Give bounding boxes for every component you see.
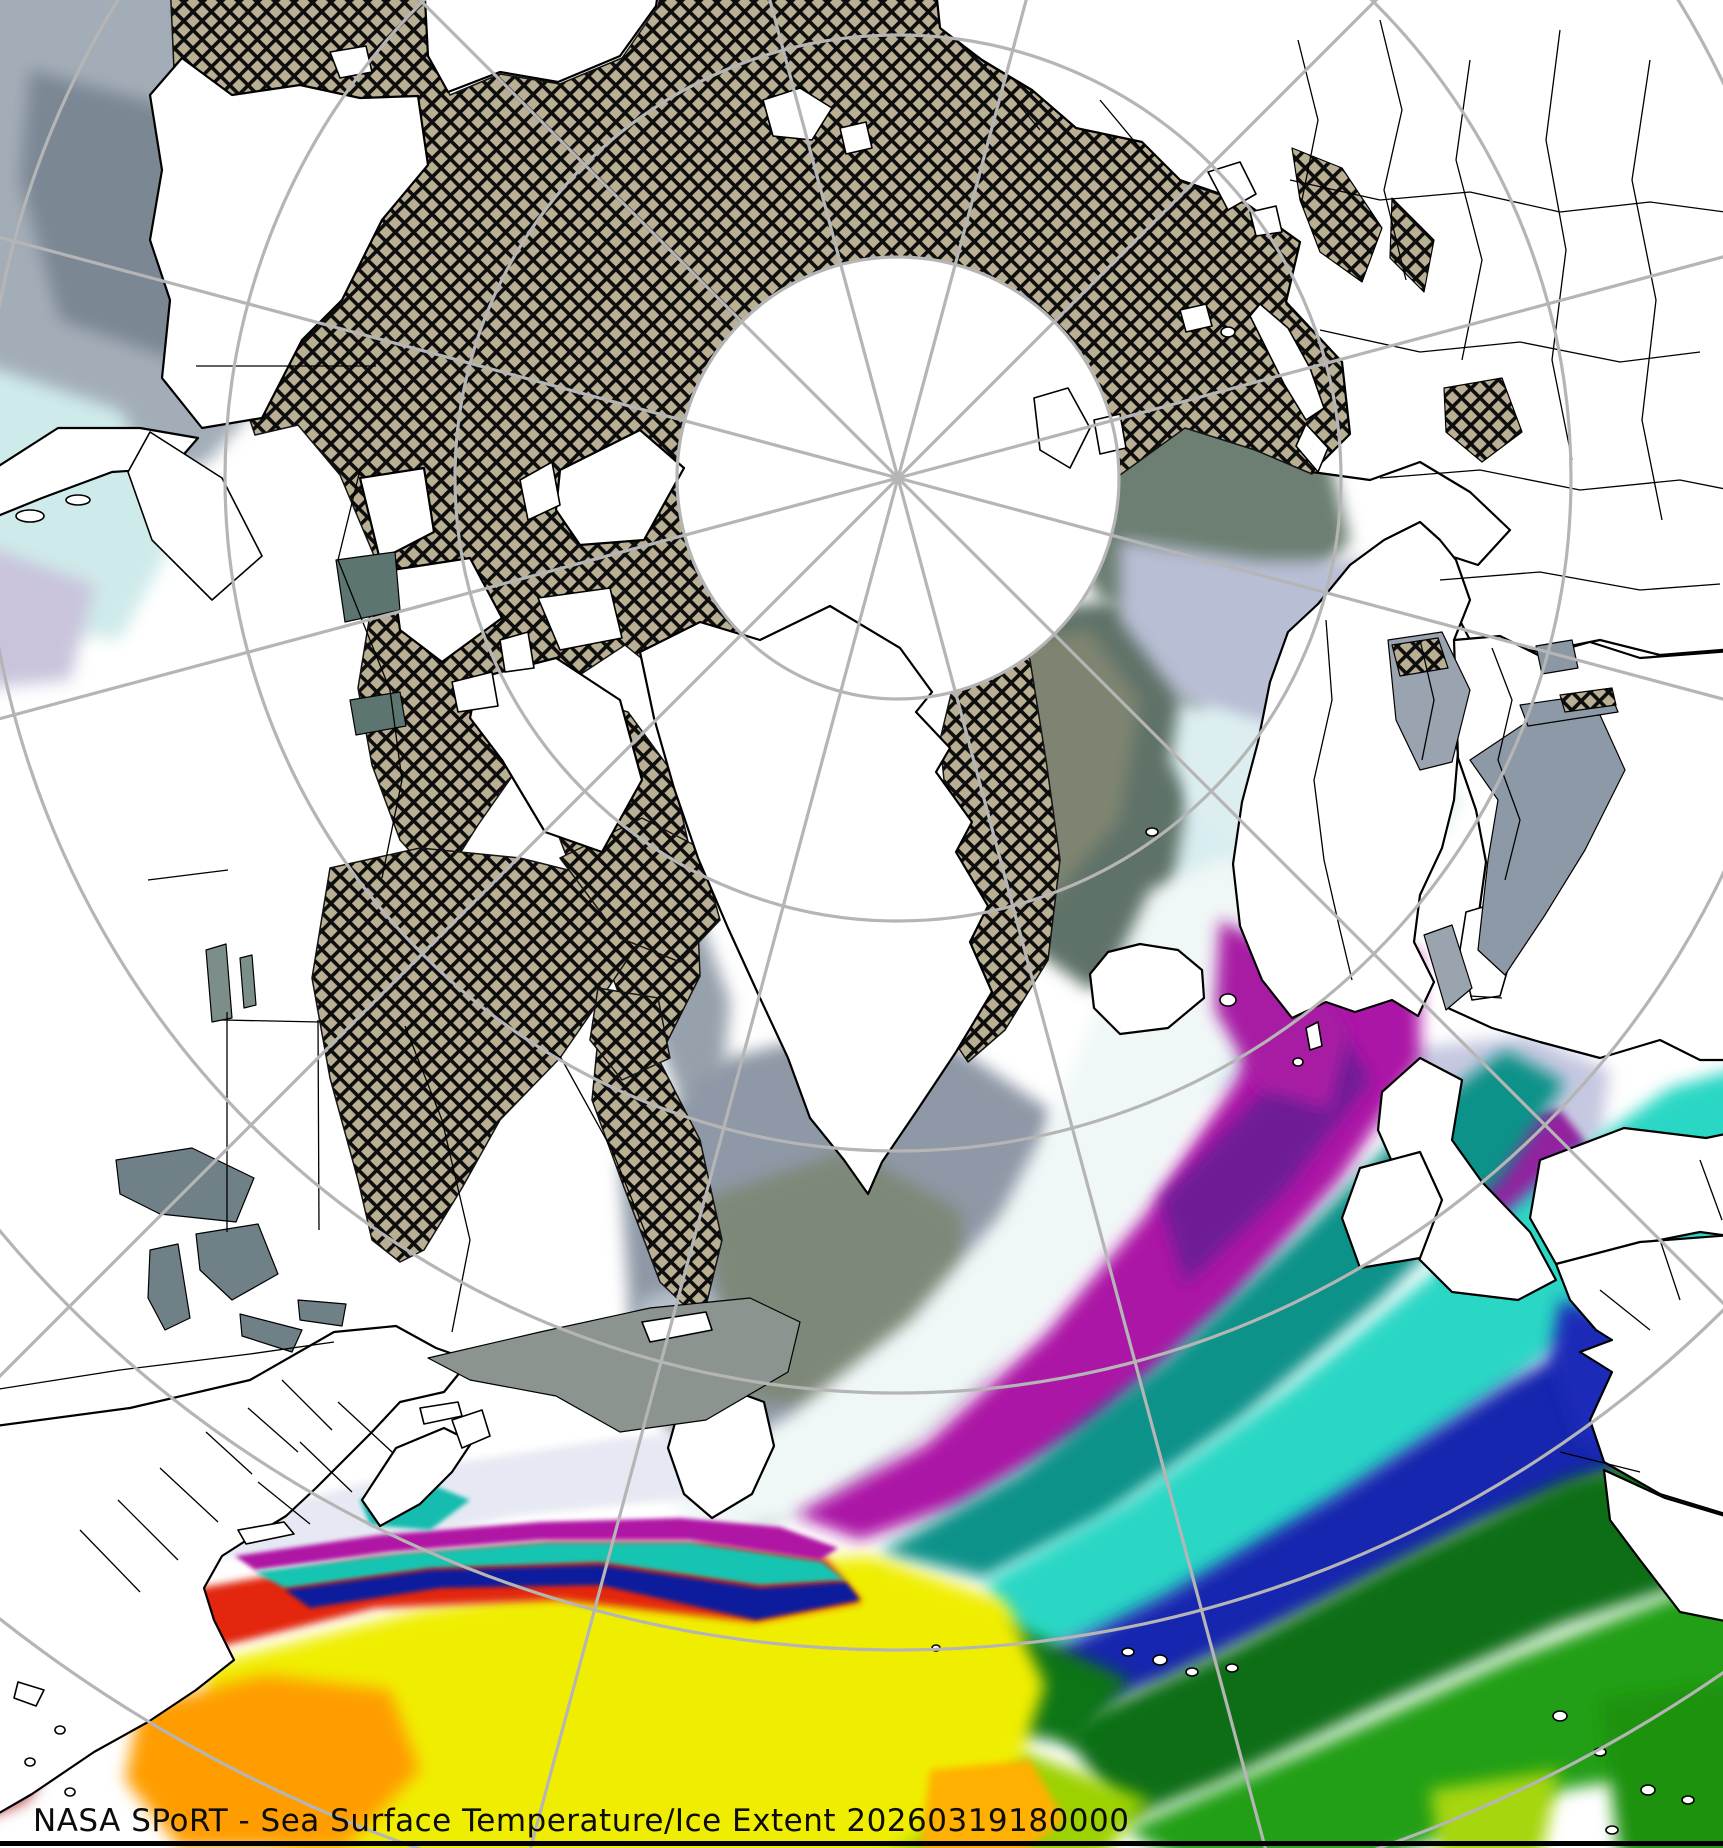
meridian [896, 477, 1267, 1848]
aleutian-island [65, 494, 91, 506]
jan-mayen [1145, 827, 1159, 837]
canary-islet [1640, 1784, 1656, 1796]
bahamas [13, 1681, 45, 1707]
orkney [1292, 1057, 1304, 1067]
caption-group: NASA SPoRT - Sea Surface Temperature/Ice… [0, 1803, 1723, 1846]
ellesmere-island [554, 428, 686, 547]
aleutian-island [15, 509, 45, 523]
lake-ladoga [1535, 639, 1579, 675]
ungava-bay-ice [589, 987, 671, 1081]
prince-of-wales-island [451, 671, 499, 713]
meridian [896, 476, 1723, 1306]
greenland [638, 604, 994, 1196]
novaya-zemlya-south [1295, 423, 1329, 473]
gulf-of-ob-ice [1291, 147, 1383, 283]
novaya-zemlya [1249, 303, 1325, 421]
lake-winnipegosis [239, 954, 257, 1009]
azores-islet [1185, 1667, 1199, 1677]
latitude-circle-60n [223, 0, 1573, 1153]
prince-edward-island [419, 1401, 463, 1425]
latitude-circle-80n [675, 255, 1121, 701]
latitude-circle-40n [0, 1228, 1723, 1652]
azores-islet [1152, 1654, 1168, 1666]
shetland [1305, 1021, 1323, 1051]
devon-island [537, 587, 623, 651]
faroe-islands [1219, 993, 1237, 1007]
bahamas-islet [24, 1757, 36, 1767]
bahamas-islet [54, 1725, 66, 1735]
meridian [417, 0, 900, 480]
lakes-inner-seas [115, 147, 1626, 1433]
anticosti-island [641, 1311, 713, 1343]
lake-ontario [297, 1299, 347, 1327]
bothnia-ice [1391, 637, 1449, 677]
victoria-island [390, 556, 504, 664]
latitude-circle-70n [453, 33, 1343, 923]
azores-islet [1225, 1663, 1239, 1673]
iceland [1088, 942, 1206, 1036]
meridian [0, 476, 900, 1379]
severnaya-zemlya-south [1249, 205, 1283, 237]
franz-josef-islet [1220, 326, 1236, 338]
meridian [896, 0, 1379, 480]
lake-superior [115, 1147, 255, 1223]
azores-islet [1121, 1647, 1135, 1657]
lake-winnipeg [205, 943, 233, 1023]
cape-breton [451, 1409, 491, 1449]
lake-michigan [147, 1243, 191, 1331]
caption: NASA SPoRT - Sea Surface Temperature/Ice… [33, 1803, 1129, 1839]
france [1554, 1234, 1723, 1515]
meridian [897, 255, 1723, 480]
white-sea-ice [1443, 377, 1523, 463]
banks-island [358, 466, 436, 562]
lake-huron [195, 1223, 279, 1301]
long-island [237, 1521, 295, 1545]
meridian [768, 0, 900, 479]
bahamas-islet [64, 1787, 76, 1797]
meridian [0, 235, 899, 480]
hudson-bay-ice [311, 847, 643, 1263]
bottom-frame-line [0, 1841, 1723, 1846]
foxe-basin-ice [559, 817, 721, 963]
meridian [529, 477, 900, 1848]
iberia [1602, 1468, 1723, 1622]
lake-erie [239, 1313, 303, 1353]
franz-josef-land [1179, 303, 1213, 333]
new-siberian-islet [839, 121, 873, 155]
somerset-island [499, 631, 535, 673]
nova-scotia [360, 1426, 474, 1528]
meridian [896, 0, 1028, 479]
meridian [0, 476, 899, 721]
axel-heiberg-island [519, 461, 561, 521]
new-england-maritimes [0, 1324, 472, 1814]
admin-borders [0, 19, 1723, 1593]
chukotka [423, 0, 659, 94]
great-bear-lake [335, 551, 401, 623]
gulf-of-finland-ice [1559, 687, 1617, 713]
kattegat [1423, 924, 1473, 1011]
canary-islet [1605, 1825, 1619, 1835]
latitude-circle-50n [0, 0, 1723, 1395]
ob-ice-finger [1389, 197, 1435, 293]
meridian [897, 476, 1723, 701]
canary-islet [1681, 1795, 1695, 1805]
madeira [1552, 1710, 1568, 1722]
